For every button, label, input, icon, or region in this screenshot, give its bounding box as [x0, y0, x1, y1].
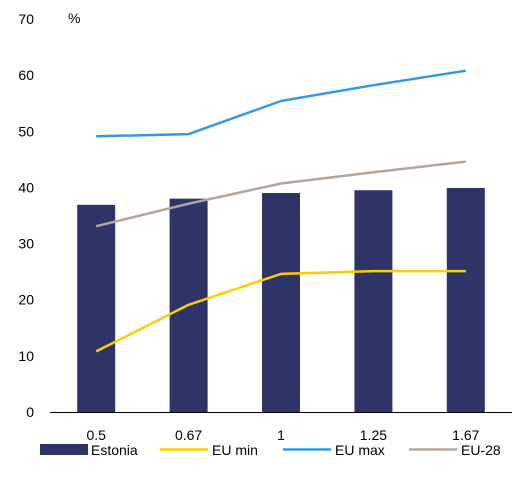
x-tick-label: 1.25	[360, 427, 387, 443]
y-unit-label: %	[68, 10, 80, 26]
legend-label-eu-28: EU-28	[461, 442, 501, 458]
bar-estonia	[262, 193, 300, 412]
legend: Estonia EU min EU max EU-28	[40, 442, 501, 458]
legend-label-eu-min: EU min	[212, 442, 258, 458]
y-tick-label: 40	[18, 179, 34, 195]
legend-swatch-estonia	[40, 444, 88, 455]
y-tick-label: 50	[18, 123, 34, 139]
legend-label-estonia: Estonia	[91, 442, 138, 458]
y-tick-label: 0	[26, 404, 34, 420]
line-eu-28	[95, 160, 466, 228]
bar-estonia	[446, 187, 485, 412]
x-axis-ticks: 0.5 0.67 1 1.25 1.67	[86, 427, 479, 443]
x-tick-label: 0.5	[86, 427, 106, 443]
x-tick-label: 0.67	[175, 427, 202, 443]
y-tick-label: 20	[18, 292, 34, 308]
bars-estonia	[77, 187, 485, 412]
line-eu-min	[95, 269, 466, 353]
x-tick-label: 1	[277, 427, 285, 443]
legend-label-eu-max: EU max	[335, 442, 385, 458]
bar-estonia	[354, 190, 393, 412]
y-tick-label: 60	[18, 67, 34, 83]
line-eu-max	[96, 69, 466, 138]
y-tick-label: 30	[18, 236, 34, 252]
y-tick-label: 70	[18, 11, 34, 27]
series-lines	[95, 69, 466, 353]
bar-estonia	[77, 204, 116, 412]
x-tick-label: 1.67	[452, 427, 479, 443]
y-tick-label: 10	[18, 348, 34, 364]
y-axis-ticks: 0 10 20 30 40 50 60 70	[18, 11, 34, 420]
